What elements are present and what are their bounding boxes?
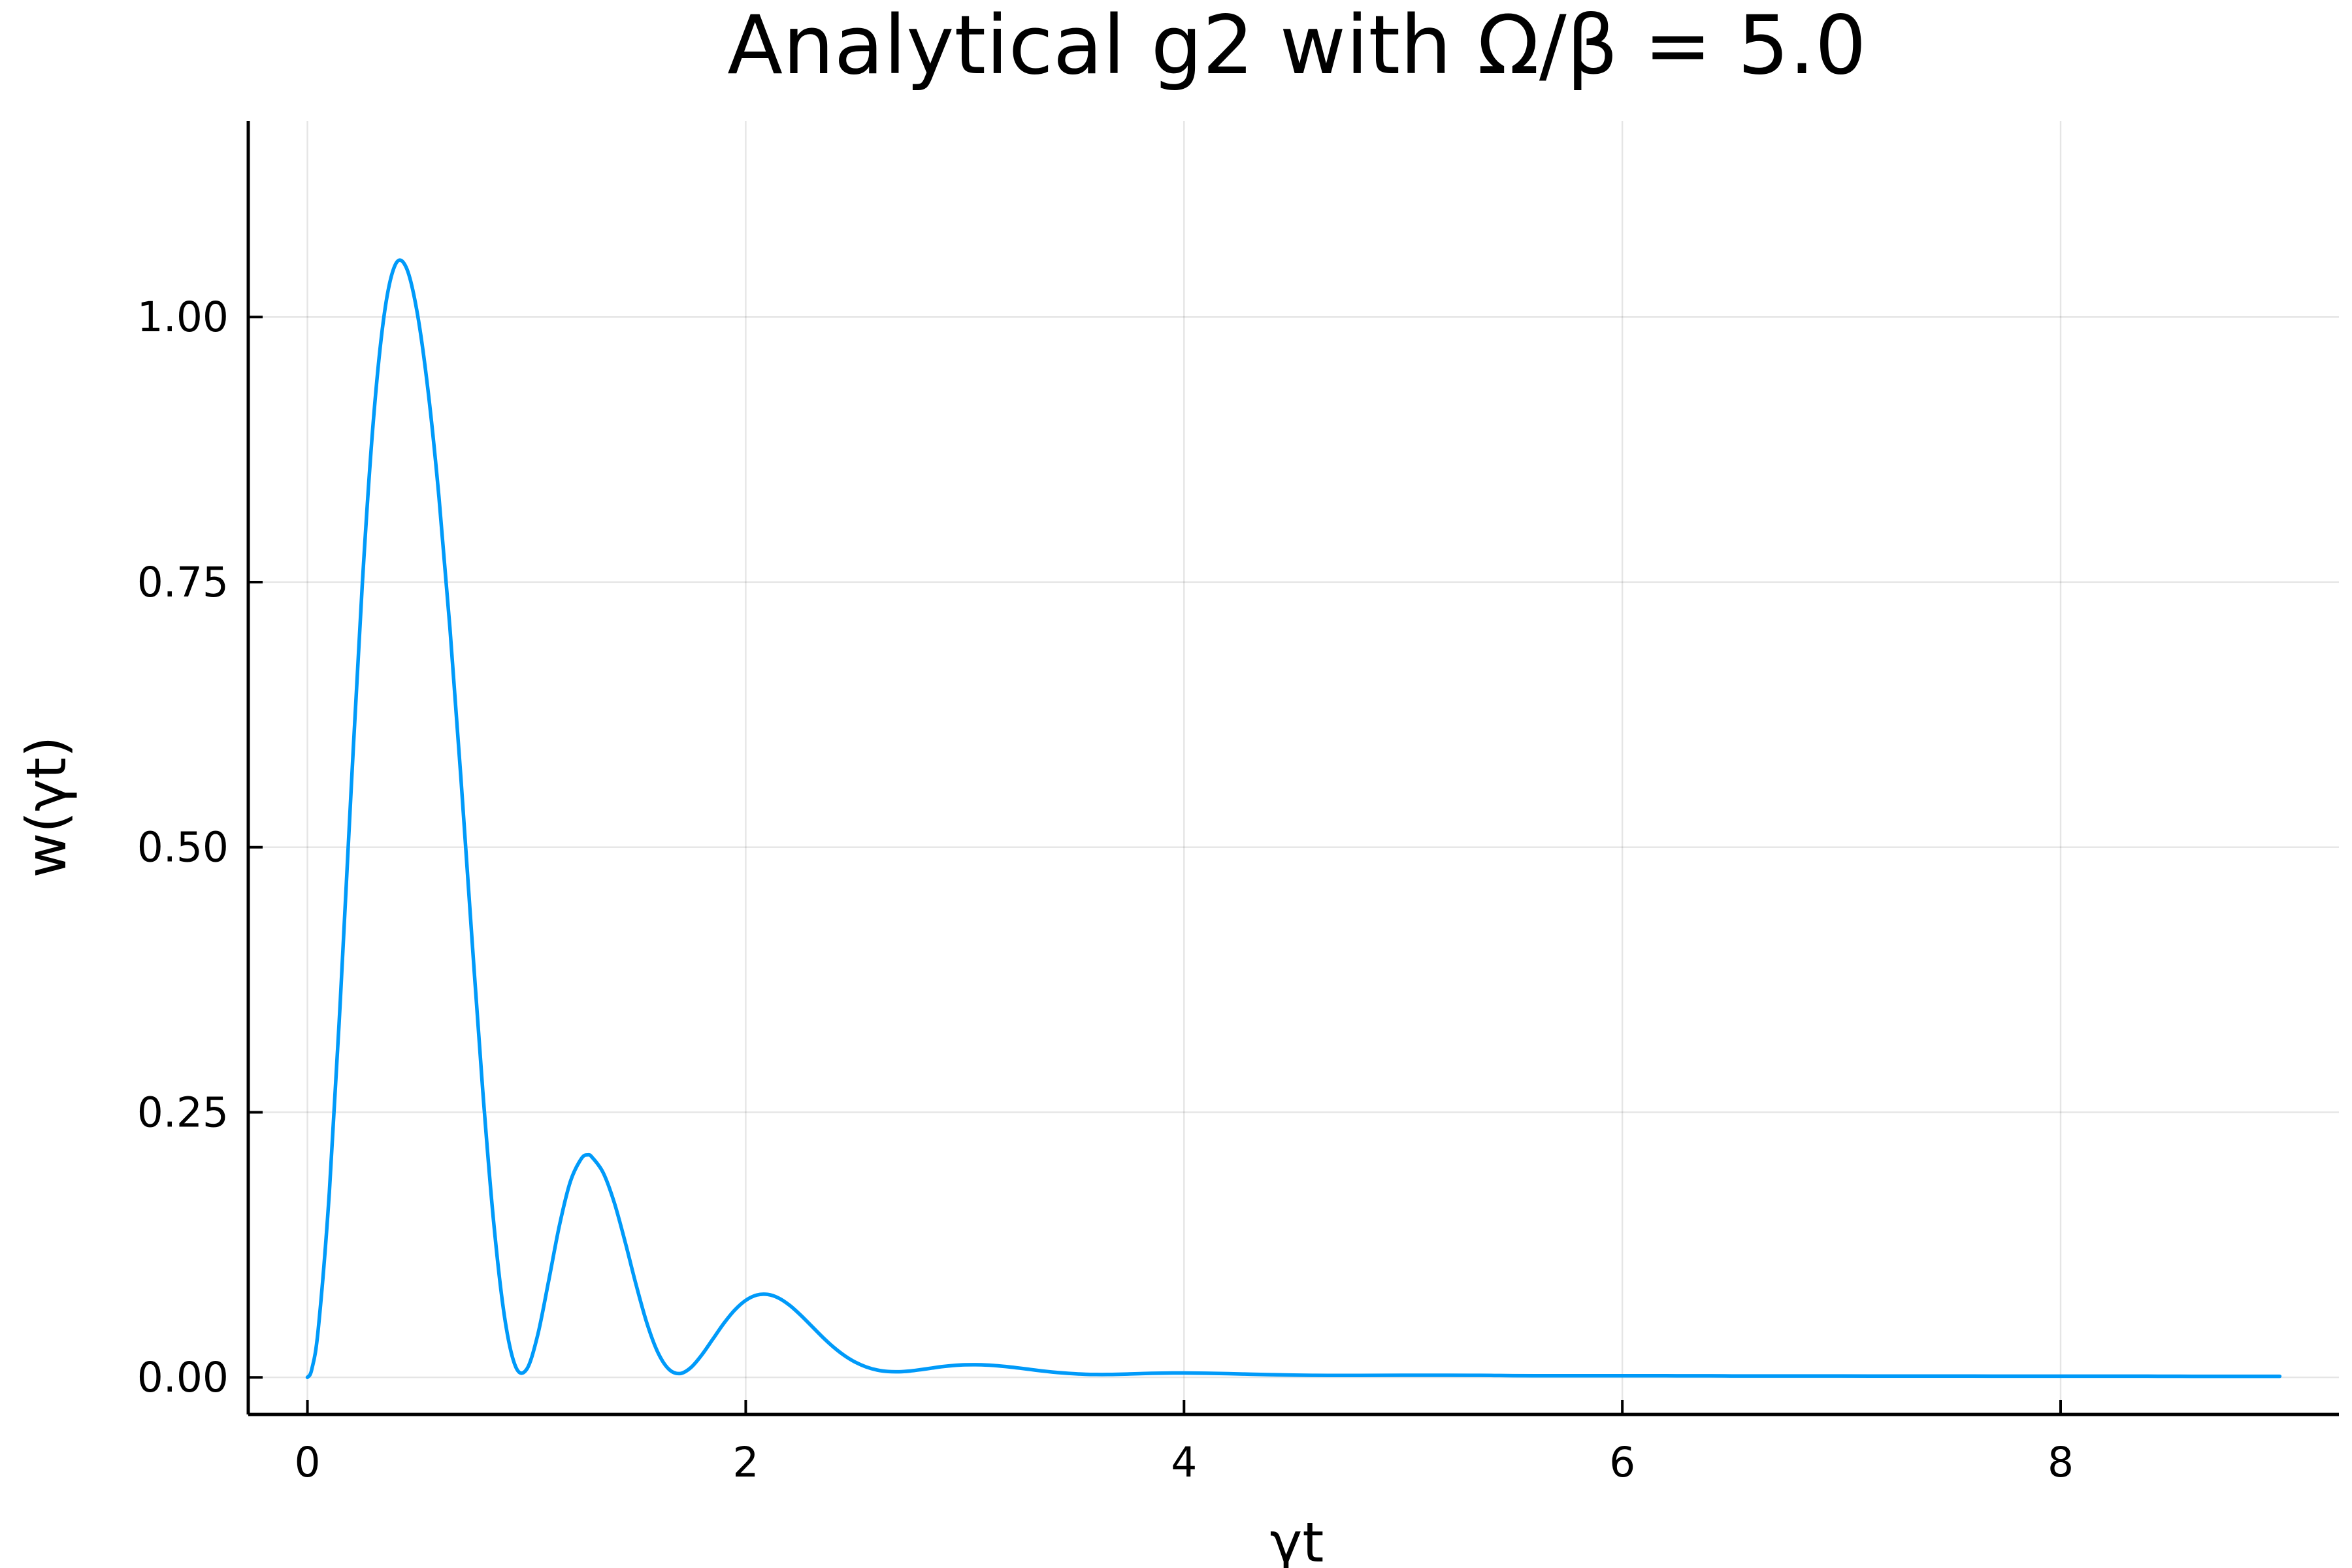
x-tick-label-0: 0 [295,1439,321,1486]
tick-labels: 0 2 4 6 8 0.00 0.25 0.50 0.75 1.00 [137,293,2074,1486]
x-tick-label-4: 8 [2048,1439,2074,1486]
series-layer [305,258,2282,1379]
y-tick-label-2: 0.50 [137,824,229,872]
y-axis-label: w(γt) [14,736,78,878]
x-tick-label-1: 2 [732,1439,759,1486]
chart-title: Analytical g2 with Ω/β = 5.0 [727,0,1866,93]
y-tick-label-0: 0.00 [137,1354,229,1401]
y-tick-label-4: 1.00 [137,293,229,341]
axes [246,121,2339,1416]
x-axis-label: γt [1270,1511,1324,1568]
x-tick-label-2: 4 [1171,1439,1197,1486]
grid-lines [248,121,2339,1414]
series-line-0 [305,258,2282,1379]
y-tick-label-3: 0.75 [137,559,229,606]
y-tick-label-1: 0.25 [137,1088,229,1136]
x-tick-label-3: 6 [1609,1439,1635,1486]
